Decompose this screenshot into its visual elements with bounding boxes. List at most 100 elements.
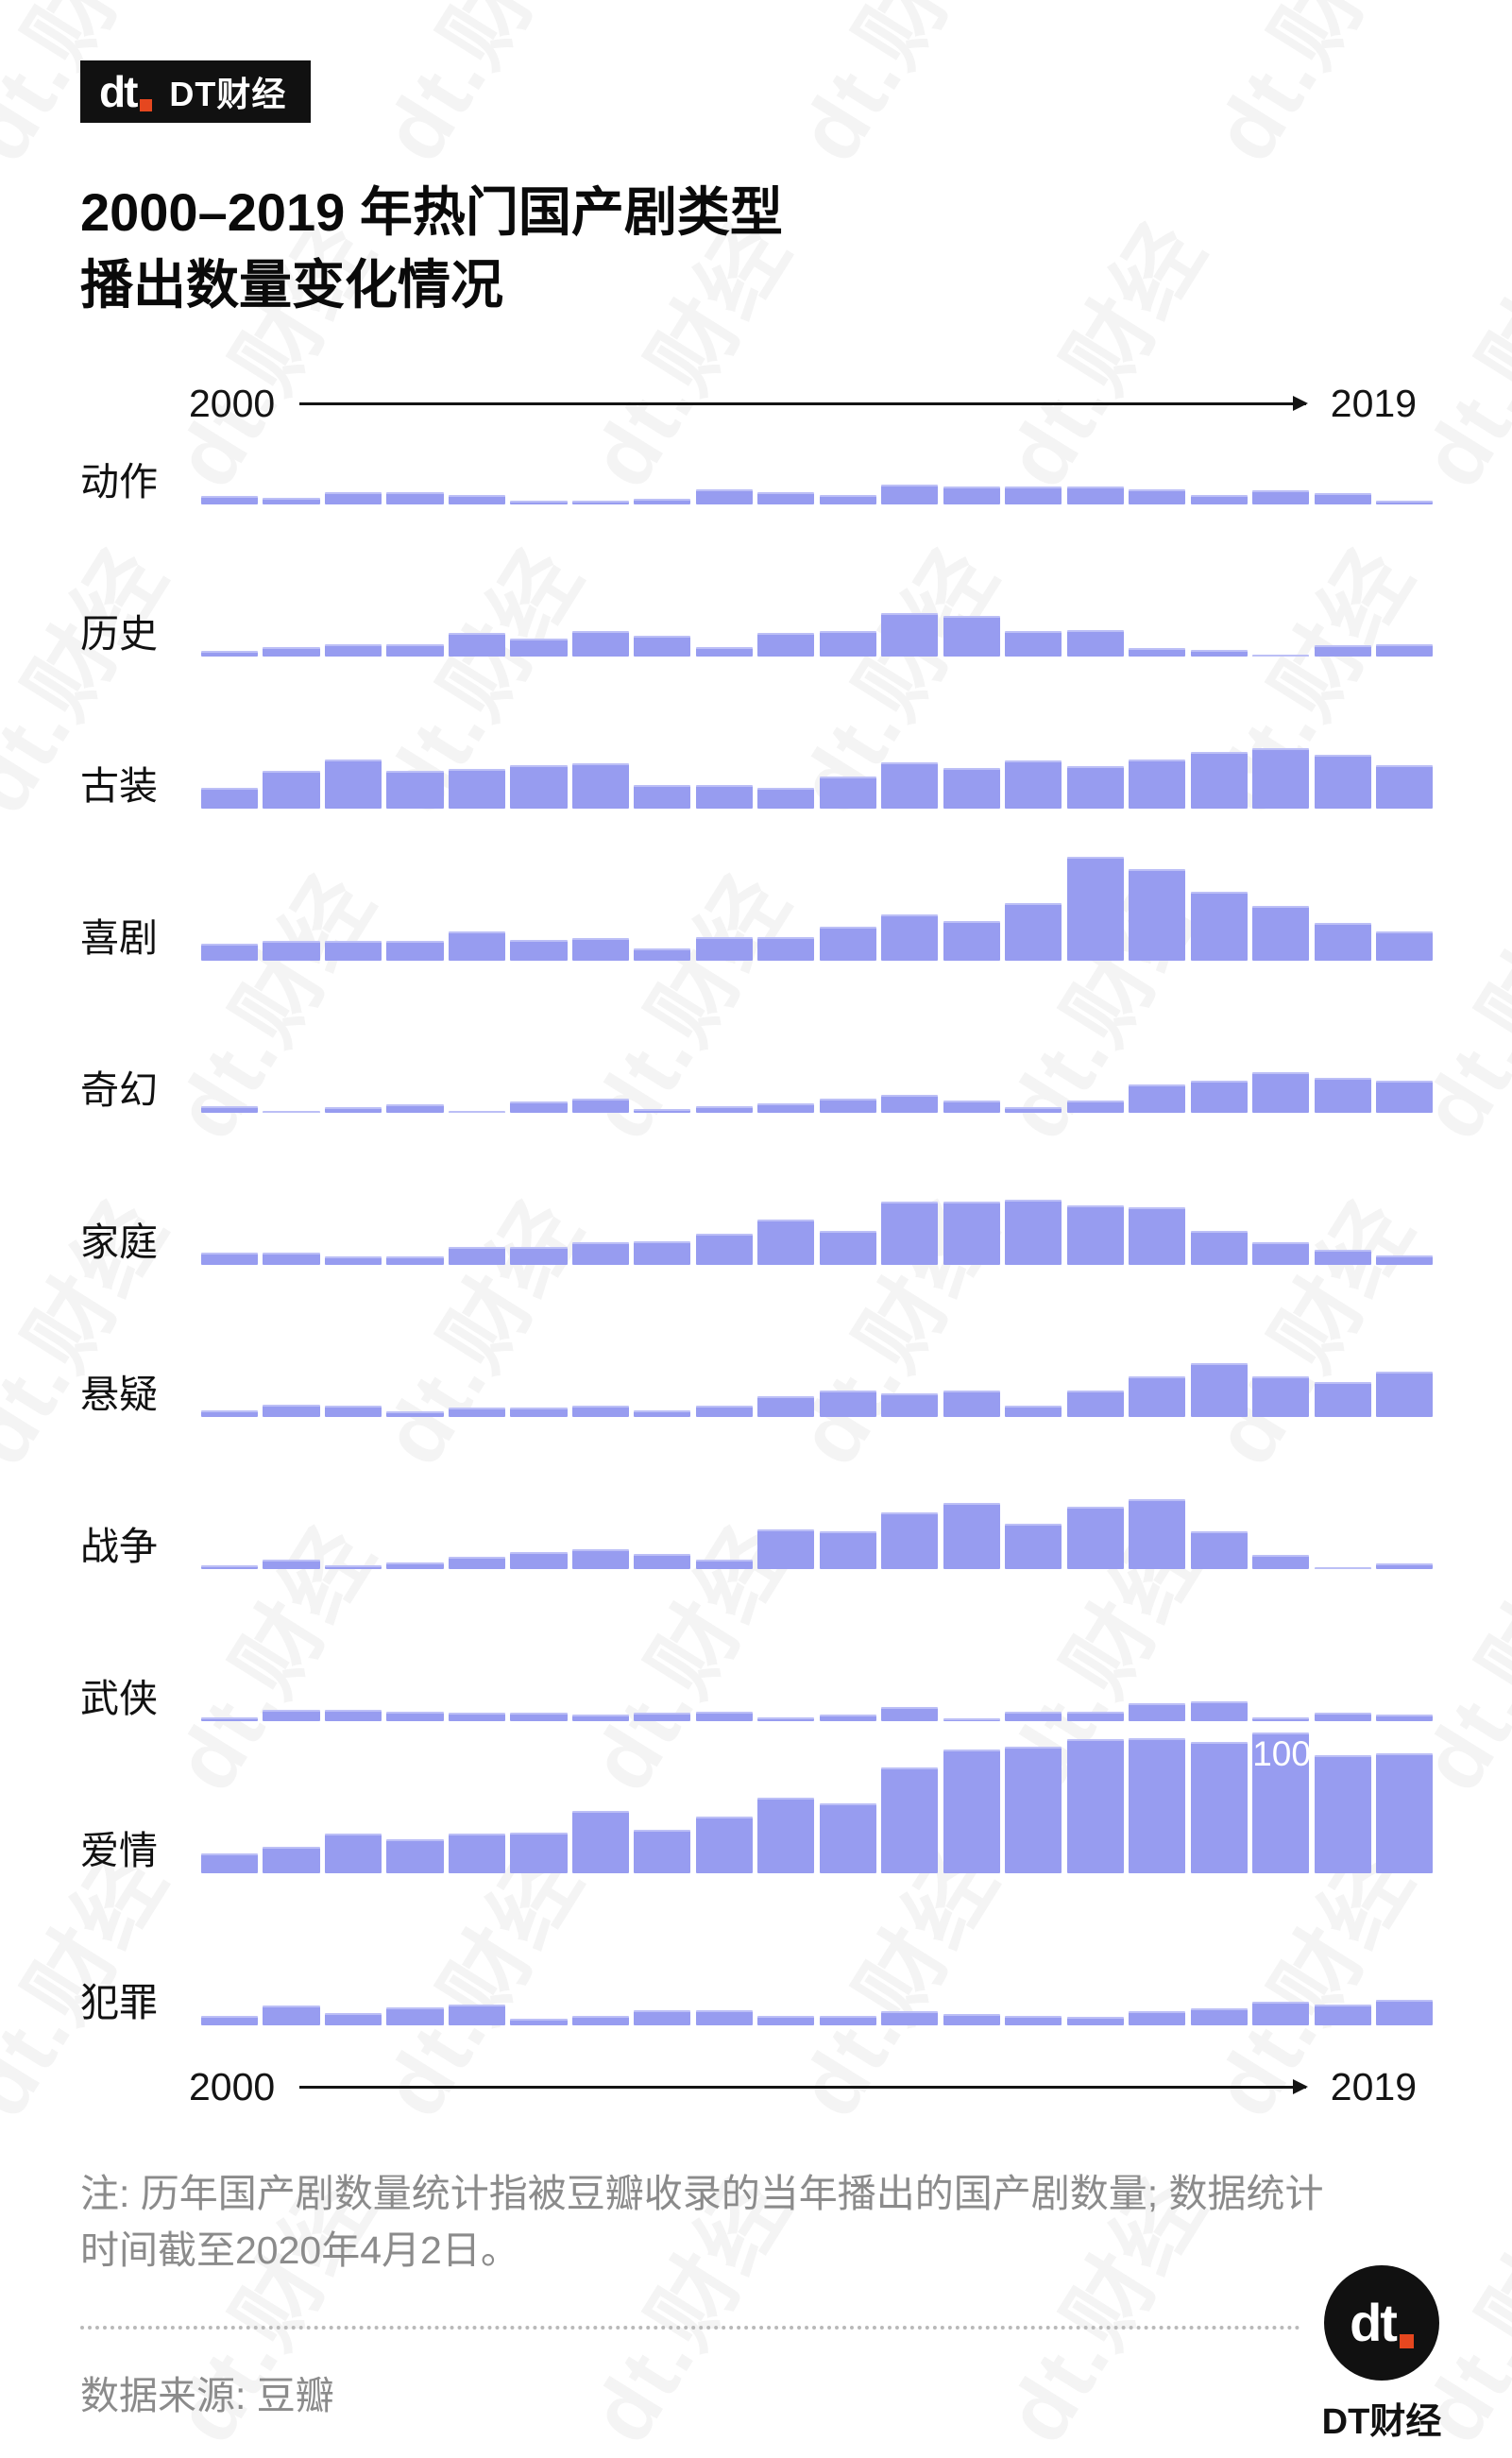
bar	[943, 486, 1000, 504]
bar	[1252, 2001, 1310, 2025]
footnote: 注: 历年国产剧数量统计指被豆瓣收录的当年播出的国产剧数量; 数据统计 时间截至…	[80, 2165, 1440, 2279]
bar	[1129, 488, 1186, 504]
bar	[819, 2015, 876, 2025]
bar	[1005, 760, 1062, 809]
bar	[1190, 1742, 1248, 1873]
bar	[1129, 1206, 1186, 1265]
bar	[695, 784, 753, 809]
bar	[1005, 1746, 1062, 1873]
bar	[634, 1108, 691, 1113]
bar	[819, 1530, 876, 1569]
row-bars	[201, 1417, 1435, 1569]
bar	[695, 488, 753, 504]
bar	[634, 1829, 691, 1873]
bar	[881, 612, 939, 657]
bar	[881, 913, 939, 961]
bar	[757, 1529, 815, 1569]
top-axis: 2000 2019	[189, 382, 1417, 426]
bar	[1252, 747, 1310, 809]
bar	[448, 494, 506, 504]
bar	[571, 631, 629, 657]
row-label: 战争	[80, 1525, 158, 1568]
bar	[324, 643, 382, 657]
bar	[1252, 1242, 1310, 1265]
bar	[386, 1562, 444, 1569]
bar	[324, 491, 382, 504]
bar	[881, 1512, 939, 1569]
bar	[1376, 1080, 1434, 1113]
bar	[1066, 486, 1124, 504]
bar	[448, 930, 506, 961]
chart-row: 动作	[80, 352, 1435, 504]
page-title: 2000–2019 年热门国产剧类型 播出数量变化情况	[80, 176, 783, 321]
watermark-text: dt.财经	[779, 0, 1015, 178]
bar	[448, 1407, 506, 1417]
bar	[263, 1846, 320, 1873]
row-bars	[201, 961, 1435, 1113]
footnote-line2: 时间截至2020年4月2日。	[80, 2228, 519, 2272]
bar	[510, 1101, 568, 1113]
bar	[634, 1409, 691, 1417]
bar	[634, 1713, 691, 1721]
row-bars	[201, 504, 1435, 657]
bar	[1252, 490, 1310, 504]
bar	[1314, 1381, 1371, 1417]
bar	[201, 1716, 259, 1721]
dt-logo-circle: dt	[1324, 2265, 1439, 2381]
dt-logo-text: DT财经	[169, 75, 287, 113]
bar	[757, 1797, 815, 1873]
bar	[1314, 755, 1371, 809]
bar	[819, 1714, 876, 1721]
bar	[201, 1105, 259, 1113]
bar	[1190, 1080, 1248, 1113]
row-label: 悬疑	[80, 1373, 158, 1416]
bar	[943, 1201, 1000, 1265]
bar	[1314, 645, 1371, 657]
bar	[1129, 759, 1186, 809]
bar	[1376, 500, 1434, 504]
row-label: 动作	[80, 460, 158, 504]
bar	[324, 1834, 382, 1873]
footer-logo-dot-icon	[1399, 2334, 1414, 2348]
top-axis-end-year: 2019	[1330, 382, 1417, 425]
bar	[1005, 2015, 1062, 2025]
bar	[1129, 1498, 1186, 1569]
bar	[448, 1713, 506, 1721]
watermark-text: dt.财经	[1195, 0, 1431, 178]
bar	[1190, 494, 1248, 504]
bar	[1314, 493, 1371, 504]
bar	[324, 1406, 382, 1417]
dotted-divider	[80, 2326, 1300, 2330]
bar	[201, 496, 259, 504]
bar	[1252, 905, 1310, 961]
bar	[1252, 1716, 1310, 1721]
bar	[201, 651, 259, 657]
row-bars	[201, 1569, 1435, 1721]
bar	[448, 2004, 506, 2025]
bar	[510, 1552, 568, 1569]
page-title-line2: 播出数量变化情况	[80, 255, 503, 315]
row-bars	[201, 657, 1435, 809]
bar	[571, 1714, 629, 1721]
bar	[819, 1099, 876, 1113]
bar	[881, 761, 939, 809]
bar	[571, 500, 629, 504]
bar	[819, 631, 876, 657]
data-source: 数据来源: 豆瓣	[80, 2374, 334, 2417]
bar	[1066, 2017, 1124, 2025]
bar	[1066, 856, 1124, 961]
bar	[1376, 1255, 1434, 1265]
watermark-text: dt.财经	[364, 0, 600, 178]
bar	[386, 1411, 444, 1417]
bar	[386, 941, 444, 961]
bar	[819, 1390, 876, 1417]
bar	[634, 2009, 691, 2025]
bar	[201, 2015, 259, 2025]
bar	[386, 1256, 444, 1265]
bar	[819, 1802, 876, 1873]
bar	[695, 1559, 753, 1569]
bar	[263, 2006, 320, 2025]
logo-dot-icon	[140, 99, 153, 111]
bar	[571, 2015, 629, 2025]
bar	[386, 491, 444, 504]
